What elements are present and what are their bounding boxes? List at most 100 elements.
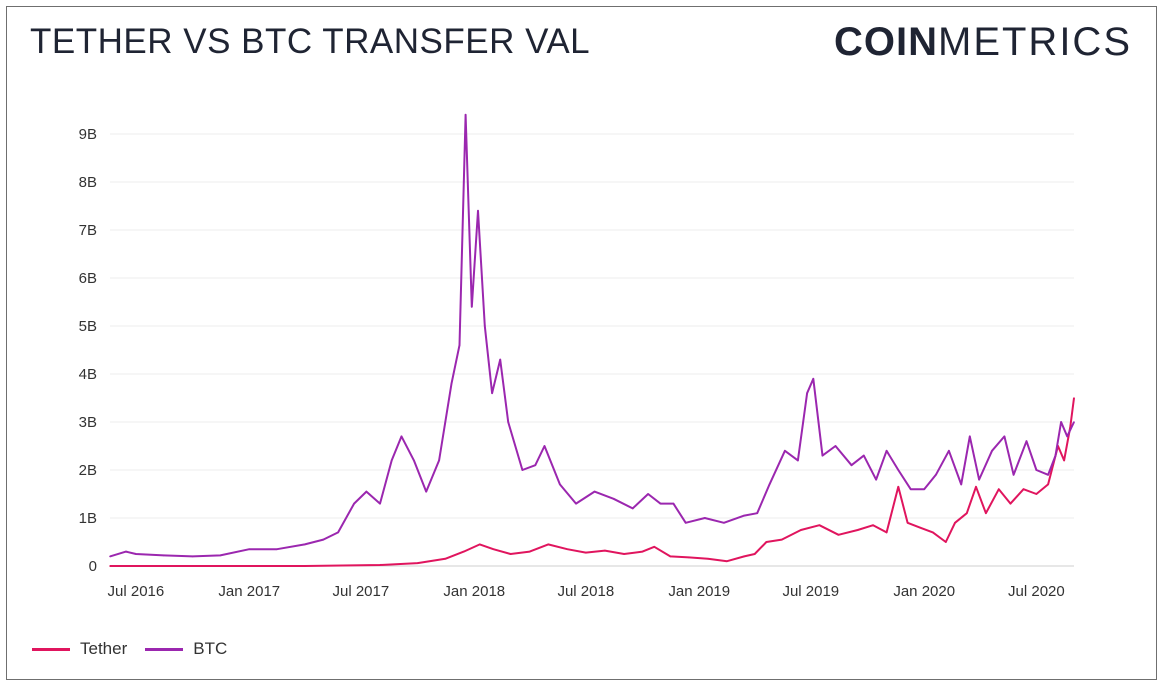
data-point-btc xyxy=(1003,435,1006,438)
series-line-btc[interactable] xyxy=(109,113,1075,558)
legend-swatch-tether xyxy=(32,647,70,651)
data-point-btc xyxy=(543,445,546,447)
data-point-btc xyxy=(593,490,596,493)
data-point-btc xyxy=(450,382,453,385)
data-point-btc xyxy=(743,514,745,517)
data-point-tether xyxy=(528,550,531,553)
chart-title: TETHER VS BTC TRANSFER VAL xyxy=(30,22,591,61)
data-point-tether xyxy=(1047,483,1049,486)
series-line-tether[interactable] xyxy=(110,397,1075,567)
x-tick-label: Jul 2017 xyxy=(333,583,390,600)
data-point-btc xyxy=(821,454,824,457)
legend: Tether BTC xyxy=(32,639,227,659)
legend-label-tether: Tether xyxy=(80,639,128,658)
data-point-tether xyxy=(463,550,465,553)
data-point-btc xyxy=(191,555,194,558)
data-point-tether xyxy=(906,522,909,524)
data-point-tether xyxy=(945,541,947,543)
chart-frame xyxy=(6,6,1157,680)
data-point-btc xyxy=(704,517,706,519)
data-point-tether xyxy=(932,531,934,534)
data-point-btc xyxy=(379,502,381,505)
data-point-btc xyxy=(897,469,900,471)
data-point-btc xyxy=(304,543,306,546)
data-point-btc xyxy=(935,474,937,476)
data-point-btc xyxy=(135,553,137,555)
data-point-btc xyxy=(484,325,486,327)
data-point-btc xyxy=(109,555,111,558)
x-tick-label: Jul 2016 xyxy=(108,583,165,600)
data-point-tether xyxy=(897,486,900,488)
data-point-tether xyxy=(726,560,728,562)
data-point-btc xyxy=(1066,435,1068,438)
data-point-btc xyxy=(400,435,403,438)
coinmetrics-logo: COINMETRICS xyxy=(834,20,1132,65)
data-point-btc xyxy=(425,490,428,493)
data-point-tether xyxy=(1009,502,1012,505)
data-point-btc xyxy=(909,488,912,491)
data-point-tether xyxy=(753,553,756,555)
data-point-btc xyxy=(353,502,355,505)
data-point-btc xyxy=(499,358,502,361)
x-tick-label: Jan 2017 xyxy=(218,583,280,600)
data-point-btc xyxy=(477,210,479,212)
data-point-tether xyxy=(688,556,690,559)
data-point-btc xyxy=(631,507,634,510)
data-point-tether xyxy=(604,549,606,552)
data-point-tether xyxy=(653,546,656,548)
data-point-tether xyxy=(743,555,745,558)
data-point-btc xyxy=(337,531,339,534)
data-point-btc xyxy=(647,493,649,495)
logo-bold-text: COIN xyxy=(834,20,938,64)
y-tick-label: 1B xyxy=(79,510,97,527)
data-point-btc xyxy=(850,464,853,467)
data-point-btc xyxy=(756,512,758,514)
data-point-btc xyxy=(1012,474,1015,476)
data-point-btc xyxy=(521,469,524,471)
y-tick-label: 5B xyxy=(79,318,97,335)
legend-item-tether[interactable]: Tether xyxy=(32,639,127,659)
data-point-tether xyxy=(1063,459,1065,462)
grid-lines xyxy=(110,133,1074,567)
data-point-tether xyxy=(509,553,512,555)
data-point-tether xyxy=(416,562,419,564)
data-point-tether xyxy=(818,524,821,526)
data-point-btc xyxy=(834,445,837,447)
data-point-btc xyxy=(438,459,440,462)
data-point-tether xyxy=(954,522,956,524)
data-point-tether xyxy=(975,486,977,488)
y-tick-label: 3B xyxy=(79,414,97,431)
data-point-btc xyxy=(863,454,865,457)
data-point-tether xyxy=(837,534,840,536)
data-point-btc xyxy=(875,478,877,481)
data-point-tether xyxy=(707,558,709,560)
y-axis-ticks: 0 1B 2B 3B 4B 5B 6B 7B 8B 9B xyxy=(79,126,97,575)
data-point-btc xyxy=(1047,474,1049,476)
y-tick-label: 2B xyxy=(79,462,97,479)
data-point-btc xyxy=(491,392,493,395)
data-point-btc xyxy=(991,450,993,452)
data-point-btc xyxy=(559,483,561,486)
data-point-tether xyxy=(109,565,111,567)
data-point-btc xyxy=(575,502,577,505)
legend-item-btc[interactable]: BTC xyxy=(145,639,227,659)
data-point-btc xyxy=(978,478,980,481)
data-point-tether xyxy=(379,564,381,566)
data-point-btc xyxy=(969,435,971,438)
data-point-tether xyxy=(856,529,859,531)
data-point-btc xyxy=(806,392,808,395)
x-tick-label: Jan 2018 xyxy=(443,583,505,600)
logo-thin-text: METRICS xyxy=(938,20,1132,64)
y-tick-label: 6B xyxy=(79,270,97,287)
data-point-btc xyxy=(365,490,368,493)
x-tick-label: Jan 2020 xyxy=(893,583,955,600)
data-point-btc xyxy=(960,483,962,486)
data-point-tether xyxy=(641,550,644,553)
data-point-btc xyxy=(684,522,687,524)
data-point-btc xyxy=(768,483,771,486)
data-point-tether xyxy=(765,541,768,543)
data-point-btc xyxy=(948,450,950,452)
data-point-btc xyxy=(390,459,393,462)
y-tick-label: 8B xyxy=(79,174,97,191)
data-point-btc xyxy=(322,538,325,541)
